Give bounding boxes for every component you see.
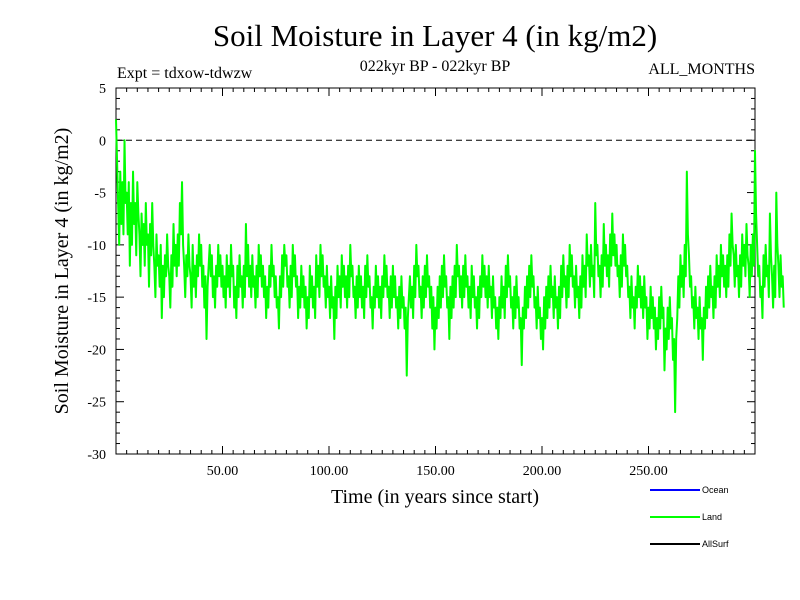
plot-area: 50.00 100.00 150.00 200.00 250.00 5 0 -5 -10 -15 -… — [87, 82, 785, 479]
chart-subtitle-left: Expt = tdxow-tdwzw — [117, 65, 253, 82]
x-tick-label: 200.00 — [523, 464, 562, 479]
legend-label-land: Land — [702, 512, 722, 522]
y-axis-label: Soil Moisture in Layer 4 (in kg/m2) — [51, 128, 73, 415]
y-tick-label: -10 — [87, 239, 106, 254]
legend: Ocean Land AllSurf — [650, 485, 729, 549]
chart-subtitle-center: 022kyr BP - 022kyr BP — [360, 58, 511, 75]
x-axis-label: Time (in years since start) — [331, 486, 539, 508]
y-tick-label: -5 — [94, 187, 106, 202]
x-tick-label: 50.00 — [207, 464, 239, 479]
chart-subtitle-right: ALL_MONTHS — [648, 61, 755, 78]
y-tick-label: -20 — [87, 343, 106, 358]
y-tick-label: 0 — [99, 134, 106, 149]
legend-label-ocean: Ocean — [702, 485, 729, 495]
y-tick-label: 5 — [99, 82, 106, 97]
y-tick-label: -25 — [87, 396, 106, 411]
x-tick-label: 150.00 — [416, 464, 455, 479]
x-tick-label: 250.00 — [629, 464, 668, 479]
series-line-land — [115, 119, 785, 414]
y-tick-label: -15 — [87, 291, 106, 306]
x-tick-label: 100.00 — [310, 464, 349, 479]
legend-label-allsurf: AllSurf — [702, 539, 729, 549]
y-tick-label: -30 — [87, 448, 106, 463]
chart-title: Soil Moisture in Layer 4 (in kg/m2) — [213, 18, 657, 53]
